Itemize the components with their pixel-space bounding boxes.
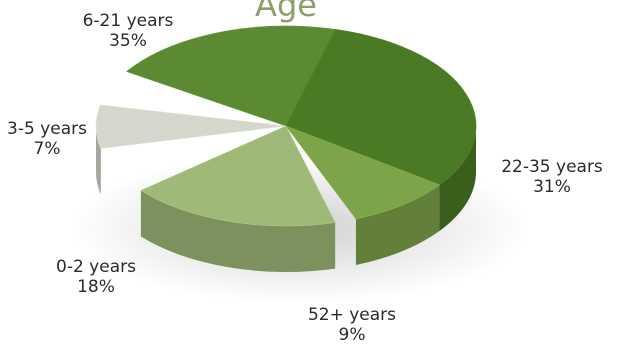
- pie-top: [95, 25, 477, 227]
- slice-value-label: 31%: [533, 177, 571, 197]
- slice-label: 3-5 years: [7, 119, 87, 139]
- slice-label: 52+ years: [308, 305, 396, 325]
- pie-side-3-5-years: [96, 126, 101, 195]
- slice-value-label: 18%: [77, 277, 115, 297]
- slice-value-label: 9%: [339, 325, 366, 345]
- pie-side-52-years: [355, 184, 440, 265]
- slice-label: 6-21 years: [83, 11, 174, 31]
- pie-slice-22-35-years: [285, 29, 477, 186]
- pie-side-0-2-years: [140, 190, 336, 273]
- slice-value-label: 35%: [109, 31, 147, 51]
- slice-label: 0-2 years: [56, 257, 136, 277]
- pie-slice-0-2-years: [140, 125, 336, 227]
- pie-sides: [96, 126, 476, 273]
- slice-label: 22-35 years: [501, 157, 603, 177]
- pie-slice-3-5-years: [95, 104, 287, 149]
- pie-slice-52-years: [285, 125, 441, 220]
- pie-side-22-35-years: [438, 126, 476, 232]
- slice-value-label: 7%: [34, 139, 61, 159]
- chart-title: Age: [255, 0, 317, 24]
